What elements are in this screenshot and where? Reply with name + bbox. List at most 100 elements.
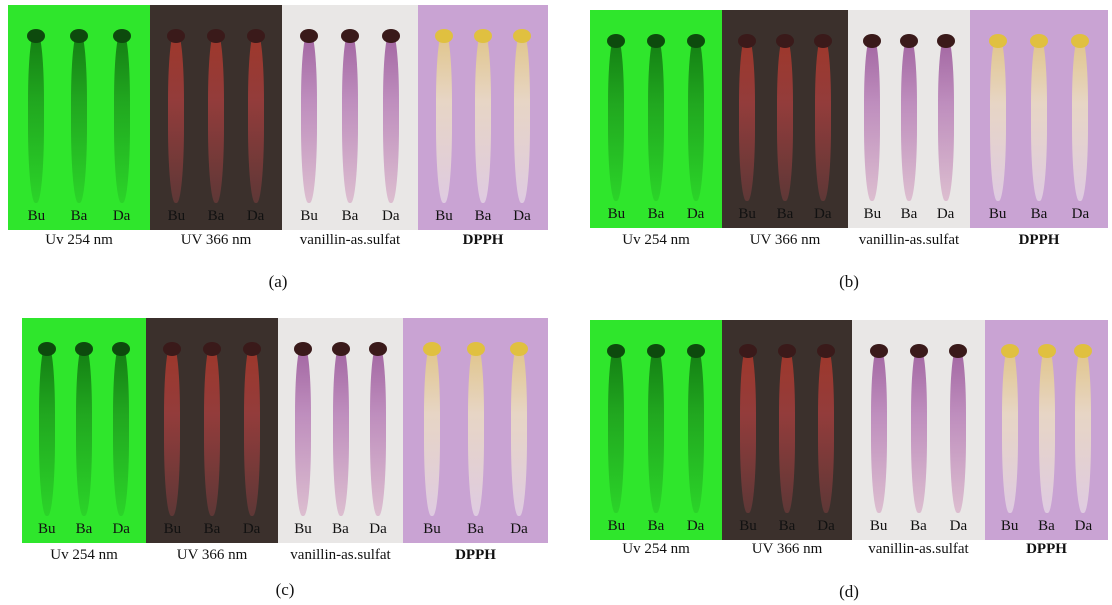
origin-spot [423,342,441,356]
origin-spot [247,29,265,43]
lane-label: Da [937,206,955,223]
origin-spot [607,34,625,48]
lane-label: Da [112,521,130,538]
lane-streak [468,346,484,516]
origin-spot [607,344,625,358]
lane-streak [777,38,793,201]
lane-label: Da [1075,518,1093,535]
plate-caption: UV 366 nm [750,232,821,249]
lane-streak [248,33,264,203]
lane-streak [511,346,527,516]
origin-spot [1038,344,1056,358]
lane-streak [818,348,834,513]
panel-label: (a) [269,272,288,292]
lane-label: Ba [204,521,221,538]
origin-spot [1074,344,1092,358]
lane-streak [71,33,87,203]
origin-spot [1030,34,1048,48]
origin-spot [937,34,955,48]
panel-label: (b) [839,272,859,292]
lane-label: Da [369,521,387,538]
lane-streak [295,346,311,516]
plate-caption: Uv 254 nm [622,232,690,249]
origin-spot [332,342,350,356]
origin-spot [739,344,757,358]
plate-caption: DPPH [463,232,504,249]
lane-streak [28,33,44,203]
origin-spot [163,342,181,356]
lane-streak [871,348,887,513]
lane-label: Ba [779,518,796,535]
lane-label: Da [817,518,835,535]
lane-streak [383,33,399,203]
lane-label: Da [950,518,968,535]
origin-spot [687,344,705,358]
lane-streak [1072,38,1088,201]
origin-spot [167,29,185,43]
origin-spot [75,342,93,356]
lane-streak [608,348,624,513]
lane-label: Bu [300,208,318,225]
plate-caption: vanillin-as.sulfat [290,547,390,564]
lane-label: Bu [423,521,441,538]
origin-spot [949,344,967,358]
origin-spot [778,344,796,358]
lane-label: Bu [864,206,882,223]
lane-label: Ba [76,521,93,538]
lane-streak [436,33,452,203]
origin-spot [900,34,918,48]
lane-streak [39,346,55,516]
plate-caption: DPPH [1026,541,1067,558]
lane-streak [113,346,129,516]
origin-spot [910,344,928,358]
tlc-plate: Bu Ba Da [403,318,548,543]
plate-caption: vanillin-as.sulfat [859,232,959,249]
lane-label: Bu [294,521,312,538]
lane-label: Ba [467,521,484,538]
origin-spot [203,342,221,356]
lane-label: Da [382,208,400,225]
lane-streak [342,33,358,203]
lane-streak [648,38,664,201]
plate-caption: vanillin-as.sulfat [868,541,968,558]
lane-streak [333,346,349,516]
lane-streak [938,38,954,201]
lane-label: Bu [435,208,453,225]
lane-label: Bu [870,518,888,535]
lane-streak [168,33,184,203]
panel-label: (c) [276,580,295,600]
panel-label: (d) [839,582,859,602]
lane-streak [475,33,491,203]
lane-label: Bu [164,521,182,538]
lane-label: Bu [28,208,46,225]
plate-caption: Uv 254 nm [622,541,690,558]
origin-spot [474,29,492,43]
lane-label: Da [243,521,261,538]
lane-label: Bu [738,206,756,223]
lane-streak [901,38,917,201]
lane-label: Ba [648,518,665,535]
origin-spot [647,344,665,358]
origin-spot [989,34,1007,48]
origin-spot [814,34,832,48]
origin-spot [1071,34,1089,48]
origin-spot [341,29,359,43]
lane-label: Da [687,206,705,223]
lane-label: Da [510,521,528,538]
lane-streak [688,38,704,201]
origin-spot [369,342,387,356]
origin-spot [27,29,45,43]
origin-spot [382,29,400,43]
lane-label: Ba [208,208,225,225]
lane-streak [950,348,966,513]
lane-label: Ba [648,206,665,223]
lane-streak [370,346,386,516]
lane-streak [688,348,704,513]
